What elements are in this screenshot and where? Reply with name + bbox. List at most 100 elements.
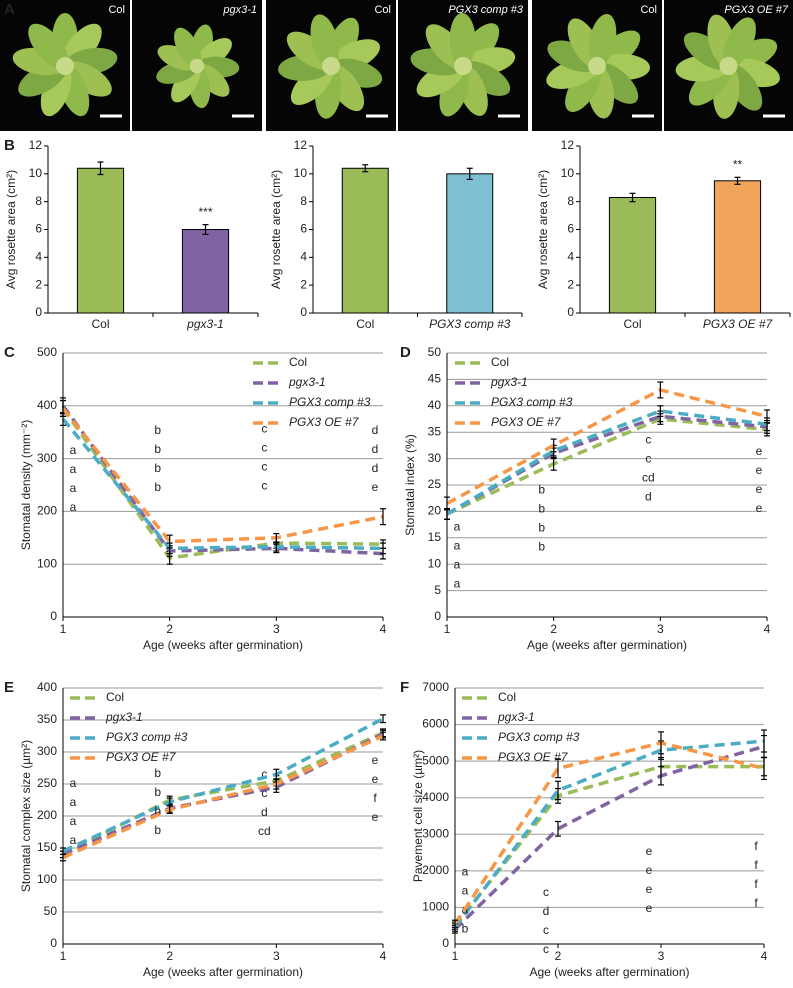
y-tick-label: 4: [35, 250, 42, 264]
photo-label: Col: [108, 4, 125, 16]
significance-letter: c: [261, 479, 267, 493]
significance-letter: b: [538, 520, 545, 534]
significance-letter: c: [261, 422, 267, 436]
y-tick-label: 2: [35, 277, 42, 291]
y-tick-label: 6: [35, 222, 42, 236]
bar: [181, 229, 230, 314]
significance-letter: a: [70, 795, 77, 809]
significance-letter: a: [454, 519, 461, 533]
leaf: [174, 27, 202, 68]
line: [61, 417, 384, 551]
significance-letter: f: [754, 858, 758, 872]
y-tick-label: 350: [37, 712, 57, 726]
significance-letter: a: [454, 538, 461, 552]
y-tick-label: 30: [428, 451, 442, 465]
significance-letter: b: [462, 921, 469, 935]
y-tick-label: 50: [428, 345, 442, 359]
significance-letter: e: [646, 882, 653, 896]
line: [61, 404, 384, 556]
significance-letter: a: [462, 883, 469, 897]
y-tick-label: 20: [428, 504, 442, 518]
x-tick-label: 2: [555, 949, 562, 963]
y-tick-label: 5: [434, 583, 441, 597]
significance-letter: a: [462, 864, 469, 878]
significance-letter: c: [543, 885, 549, 899]
significance-letter: c: [261, 767, 267, 781]
y-tick-label: 10: [428, 556, 442, 570]
photo-label: Col: [640, 4, 657, 16]
leaf: [449, 13, 476, 68]
y-tick-label: 7000: [422, 680, 449, 694]
line: [453, 764, 764, 927]
x-tick-label: 4: [761, 949, 768, 963]
y-tick-label: 0: [300, 305, 307, 319]
significance-letter: f: [754, 896, 758, 910]
photo-label: pgx3-1: [222, 4, 257, 16]
y-tick-label: 5000: [422, 753, 449, 767]
significance-letter: e: [756, 501, 763, 515]
rosette-center: [719, 57, 738, 75]
significance-letter: b: [154, 785, 161, 799]
y-tick-label: 150: [37, 840, 57, 854]
line: [446, 388, 768, 506]
significance-letter: a: [454, 576, 461, 590]
bar: [608, 196, 657, 314]
significance-letter: b: [154, 804, 161, 818]
panel-label: E: [4, 679, 14, 696]
y-axis-label: Stomatal index (%): [403, 434, 417, 535]
bar: [76, 167, 125, 314]
leaf: [310, 14, 339, 68]
significance-letter: a: [454, 557, 461, 571]
x-tick-label: 4: [380, 622, 387, 636]
x-tick-label: 1: [60, 622, 67, 636]
significance-letter: e: [646, 844, 653, 858]
y-tick-label: 12: [561, 138, 575, 152]
significance-letter: a: [70, 443, 77, 457]
y-tick-label: 6000: [422, 717, 449, 731]
y-tick-label: 15: [428, 530, 442, 544]
leaf: [588, 14, 617, 68]
significance-letter: cd: [258, 824, 271, 838]
legend-label: pgx3-1: [288, 375, 326, 389]
y-tick-label: 4: [300, 250, 307, 264]
y-tick-label: 1000: [422, 900, 449, 914]
bar: [446, 173, 494, 314]
y-tick-label: 12: [29, 138, 43, 152]
y-tick-label: 45: [428, 372, 442, 386]
legend-label: PGX3 OE #7: [106, 750, 177, 764]
x-tick-label: 3: [273, 949, 280, 963]
y-axis-label: Stomatal density (mm⁻²): [19, 420, 33, 550]
significance-letter: d: [372, 423, 379, 437]
x-tick-label: 4: [764, 622, 771, 636]
significance-letter: b: [154, 461, 161, 475]
significance-letter: d: [261, 805, 268, 819]
significance-letter: c: [543, 942, 549, 956]
significance-letter: e: [756, 444, 763, 458]
x-tick-label: 2: [166, 949, 173, 963]
significance-letter: c: [261, 460, 267, 474]
significance-letter: d: [372, 461, 379, 475]
panel-label: F: [400, 679, 409, 696]
legend-label: PGX3 comp #3: [498, 730, 580, 744]
significance-letter: b: [154, 423, 161, 437]
significance-letter: a: [70, 500, 77, 514]
panel-label: C: [4, 344, 15, 361]
y-tick-label: 0: [35, 305, 42, 319]
legend-label: PGX3 OE #7: [289, 415, 360, 429]
y-tick-label: 100: [37, 556, 57, 570]
y-tick-label: 2: [300, 277, 307, 291]
y-axis-label: Stomatal complex size (µm²): [19, 740, 33, 892]
y-tick-label: 400: [37, 680, 57, 694]
y-tick-label: 250: [37, 776, 57, 790]
significance-letter: e: [372, 480, 379, 494]
y-tick-label: 8: [35, 194, 42, 208]
significance-letter: d: [645, 489, 652, 503]
significance-letter: b: [154, 442, 161, 456]
significance-letter: b: [154, 766, 161, 780]
y-tick-label: 2000: [422, 863, 449, 877]
significance-letter: f: [373, 791, 377, 805]
y-tick-label: 4000: [422, 790, 449, 804]
significance-letter: c: [543, 923, 549, 937]
rosette-center: [56, 57, 74, 75]
significance: **: [733, 157, 743, 171]
